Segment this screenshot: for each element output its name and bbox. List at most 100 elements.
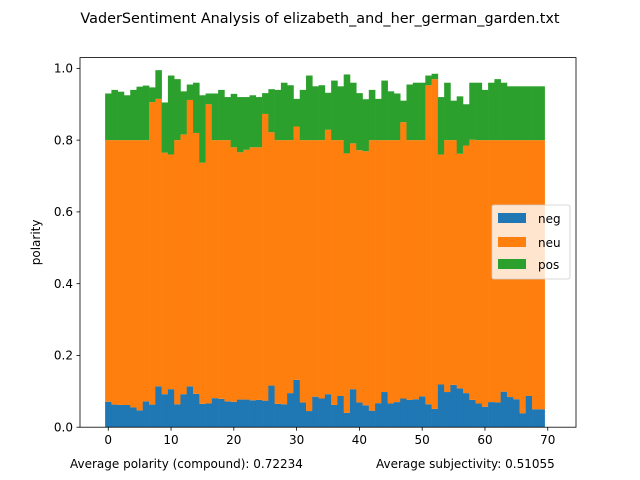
bar-pos-18 — [218, 89, 225, 141]
bar-neu-19 — [224, 140, 231, 402]
bar-neg-54 — [444, 392, 451, 428]
bar-neu-37 — [337, 140, 344, 396]
bar-neu-33 — [312, 140, 319, 397]
bar-neu-47 — [400, 122, 407, 399]
bar-pos-22 — [243, 97, 250, 150]
bar-neu-50 — [419, 140, 426, 397]
plot-frame — [79, 57, 577, 428]
bar-pos-11 — [174, 79, 181, 141]
legend-label-neu: neu — [538, 236, 561, 250]
bar-pos-3 — [123, 95, 131, 141]
bar-pos-17 — [211, 93, 219, 141]
bar-neu-44 — [381, 140, 388, 393]
bars — [105, 70, 545, 428]
bar-neg-67 — [525, 395, 533, 428]
bar-pos-27 — [274, 89, 282, 141]
bar-neg-64 — [506, 397, 514, 428]
bar-neg-63 — [500, 391, 508, 428]
bar-neg-48 — [406, 399, 414, 428]
bar-neu-4 — [130, 140, 137, 408]
bar-pos-31 — [299, 89, 307, 141]
bar-neu-39 — [349, 143, 357, 390]
bar-neg-40 — [356, 402, 363, 428]
legend: neg neu pos — [491, 204, 571, 280]
bar-neg-35 — [324, 394, 332, 428]
bar-neg-68 — [532, 409, 539, 428]
bar-pos-10 — [167, 75, 175, 155]
bar-neg-23 — [249, 400, 257, 428]
bar-pos-38 — [343, 74, 351, 154]
bar-neu-28 — [280, 140, 288, 405]
bar-neu-49 — [412, 140, 420, 400]
bar-pos-19 — [224, 97, 231, 141]
y-tick-label: 0.4 — [54, 277, 73, 291]
x-tick-label: 50 — [415, 433, 430, 447]
bar-neg-59 — [475, 403, 483, 428]
bar-pos-15 — [199, 95, 206, 163]
bar-pos-55 — [450, 100, 458, 141]
bar-pos-59 — [475, 82, 483, 141]
legend-label-pos: pos — [538, 258, 559, 272]
bar-neu-21 — [236, 152, 244, 400]
bar-neg-47 — [400, 398, 407, 428]
bar-neg-25 — [262, 400, 269, 428]
bar-pos-7 — [149, 87, 156, 103]
bar-neg-46 — [393, 402, 401, 428]
bar-neg-45 — [387, 403, 395, 428]
bar-neu-12 — [180, 134, 188, 395]
bar-pos-26 — [268, 89, 275, 133]
bar-neg-31 — [299, 402, 307, 428]
bar-pos-52 — [431, 73, 439, 80]
bar-pos-16 — [205, 93, 213, 105]
bar-neu-31 — [299, 140, 307, 403]
bar-neg-26 — [268, 385, 275, 428]
bar-neg-28 — [280, 404, 288, 428]
bar-neg-30 — [293, 379, 301, 428]
chart-title: VaderSentiment Analysis of elizabeth_and… — [80, 11, 560, 27]
bar-neg-18 — [218, 398, 225, 428]
bar-neg-66 — [519, 413, 527, 428]
bar-neu-3 — [123, 140, 131, 405]
bar-pos-43 — [375, 98, 382, 141]
bar-neg-21 — [236, 399, 244, 428]
bar-neu-1 — [111, 140, 118, 405]
bar-neu-51 — [425, 85, 432, 405]
bar-neg-19 — [224, 401, 231, 428]
bar-neg-11 — [174, 404, 181, 428]
bar-neg-41 — [362, 405, 370, 428]
bar-pos-12 — [180, 91, 188, 135]
bar-pos-20 — [230, 93, 238, 148]
bar-pos-28 — [280, 82, 288, 141]
bar-neg-14 — [193, 393, 200, 428]
bar-neg-34 — [318, 398, 326, 428]
bar-neu-29 — [287, 140, 294, 394]
bar-pos-47 — [400, 100, 407, 123]
bar-neg-58 — [469, 399, 476, 428]
bar-neu-5 — [136, 140, 144, 411]
bar-neg-55 — [450, 384, 458, 428]
bar-neg-51 — [425, 404, 432, 428]
bar-neg-20 — [230, 401, 238, 428]
bar-pos-48 — [406, 84, 414, 141]
bar-pos-35 — [324, 92, 332, 130]
bar-neu-23 — [249, 147, 257, 401]
bar-neu-6 — [142, 140, 150, 402]
bar-pos-23 — [249, 95, 257, 148]
bar-neu-61 — [488, 140, 495, 403]
legend-swatch-neu — [498, 237, 526, 247]
bar-neg-50 — [419, 396, 426, 428]
bar-neu-18 — [218, 140, 225, 399]
bar-pos-21 — [236, 97, 244, 153]
bar-pos-25 — [262, 93, 269, 114]
bar-neg-24 — [255, 399, 263, 428]
bar-neu-13 — [186, 99, 194, 387]
footer-average-subjectivity: Average subjectivity: 0.51055 — [376, 457, 555, 471]
bar-neg-8 — [155, 386, 162, 428]
bar-neg-10 — [167, 389, 175, 428]
bar-neg-9 — [161, 394, 169, 428]
bar-pos-56 — [456, 96, 464, 154]
bar-pos-6 — [142, 85, 150, 141]
bar-neu-59 — [475, 140, 483, 404]
bar-pos-46 — [393, 93, 401, 141]
bar-neg-43 — [375, 403, 382, 428]
